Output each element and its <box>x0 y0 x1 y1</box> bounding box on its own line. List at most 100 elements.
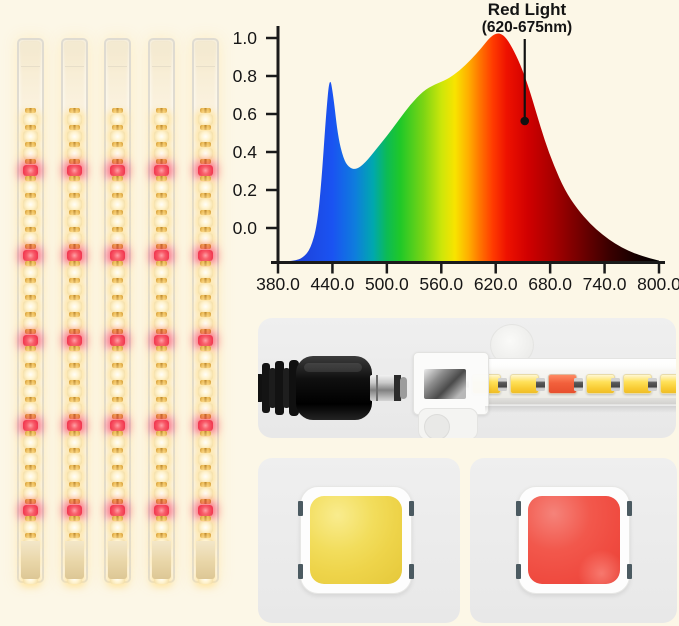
dc-power-plug <box>258 356 407 420</box>
y-tick-label: 0.6 <box>233 104 257 124</box>
led-solder-contact <box>69 193 80 198</box>
spectrum-curve <box>278 33 659 263</box>
led-solder-contact <box>200 227 211 232</box>
clip-hole <box>8 573 19 584</box>
warm-led <box>154 437 169 448</box>
warm-led <box>67 488 82 499</box>
warm-led <box>67 131 82 142</box>
led-solder-contact <box>156 193 167 198</box>
red-led <box>23 250 38 261</box>
warm-led <box>154 369 169 380</box>
red-led-chip <box>548 374 577 394</box>
led-solder-contact <box>25 244 36 249</box>
warm-led <box>110 352 125 363</box>
led-solder-contact <box>156 380 167 385</box>
strip-bottom-end <box>108 541 127 579</box>
led-solder-contact <box>69 210 80 215</box>
led-solder-contact <box>112 227 123 232</box>
led-solder-contact <box>200 329 211 334</box>
warm-led <box>198 114 213 125</box>
clip-hole <box>95 573 106 584</box>
warm-led <box>110 301 125 312</box>
led-solder-contact <box>69 227 80 232</box>
warm-led <box>154 114 169 125</box>
warm-led <box>110 233 125 244</box>
warm-led <box>110 471 125 482</box>
led-solder-contact <box>200 193 211 198</box>
led-solder-contact <box>69 278 80 283</box>
warm-led <box>198 403 213 414</box>
red-led <box>198 420 213 431</box>
strip-mounting-clip <box>124 596 144 620</box>
clip-hole <box>86 603 97 614</box>
led-solder-contact <box>200 448 211 453</box>
warm-led <box>154 522 169 533</box>
led-solder-contact <box>69 482 80 487</box>
strip-mounting-clip <box>168 596 188 620</box>
red-led <box>198 250 213 261</box>
led-solder-contact <box>69 295 80 300</box>
led-solder-contact <box>69 261 80 266</box>
warm-led <box>67 437 82 448</box>
warm-led <box>154 216 169 227</box>
chip-pin <box>627 564 632 579</box>
led-solder-contact <box>112 380 123 385</box>
strip-bottom-end <box>65 541 84 579</box>
warm-led <box>154 454 169 465</box>
warm-led <box>154 284 169 295</box>
led-solder-contact <box>25 397 36 402</box>
spectrum-chart: 0.0 0.2 0.4 0.6 0.8 1.0 380.0 440.0 500.0 560.0 62… <box>233 1 679 295</box>
warm-led <box>67 454 82 465</box>
led-solder-contact <box>200 295 211 300</box>
led-solder-contact <box>25 346 36 351</box>
led-solder-contact <box>25 193 36 198</box>
led-solder-contact <box>200 380 211 385</box>
warm-led <box>23 386 38 397</box>
led-solder-contact <box>69 329 80 334</box>
warm-led <box>198 267 213 278</box>
warm-led <box>110 318 125 329</box>
clip-hole <box>42 603 53 614</box>
warm-led <box>23 233 38 244</box>
warm-led <box>23 267 38 278</box>
chip-pin <box>409 501 414 516</box>
warm-led <box>23 216 38 227</box>
y-tick-label: 0.2 <box>233 180 257 200</box>
warm-led <box>67 301 82 312</box>
led-solder-contact <box>156 516 167 521</box>
led-solder-contact <box>25 329 36 334</box>
smd-resistor <box>611 378 620 391</box>
led-solder-contact <box>156 210 167 215</box>
warm-led <box>67 352 82 363</box>
annotation-line2: (620-675nm) <box>481 19 573 36</box>
warm-led <box>23 488 38 499</box>
warm-led <box>110 182 125 193</box>
smd-resistor <box>648 378 657 391</box>
led-solder-contact <box>112 414 123 419</box>
warm-led-chip-die <box>310 496 402 584</box>
warm-led <box>154 301 169 312</box>
warm-led <box>67 148 82 159</box>
red-led <box>67 165 82 176</box>
warm-led <box>23 148 38 159</box>
clip-hole <box>217 603 228 614</box>
led-solder-contact <box>69 431 80 436</box>
warm-led <box>67 318 82 329</box>
led-solder-contact <box>156 295 167 300</box>
smd-resistor <box>536 378 545 391</box>
led-solder-contact <box>69 448 80 453</box>
led-solder-contact <box>200 346 211 351</box>
led-solder-contact <box>69 312 80 317</box>
warm-led <box>110 284 125 295</box>
led-solder-contact <box>25 295 36 300</box>
x-tick-label: 440.0 <box>311 274 355 294</box>
led-solder-contact <box>156 176 167 181</box>
warm-led <box>67 114 82 125</box>
led-solder-contact <box>25 465 36 470</box>
led-solder-contact <box>112 312 123 317</box>
red-led <box>23 335 38 346</box>
clip-hole <box>129 603 140 614</box>
strip-mounting-clip <box>418 408 478 438</box>
led-solder-contact <box>156 278 167 283</box>
red-led <box>154 505 169 516</box>
